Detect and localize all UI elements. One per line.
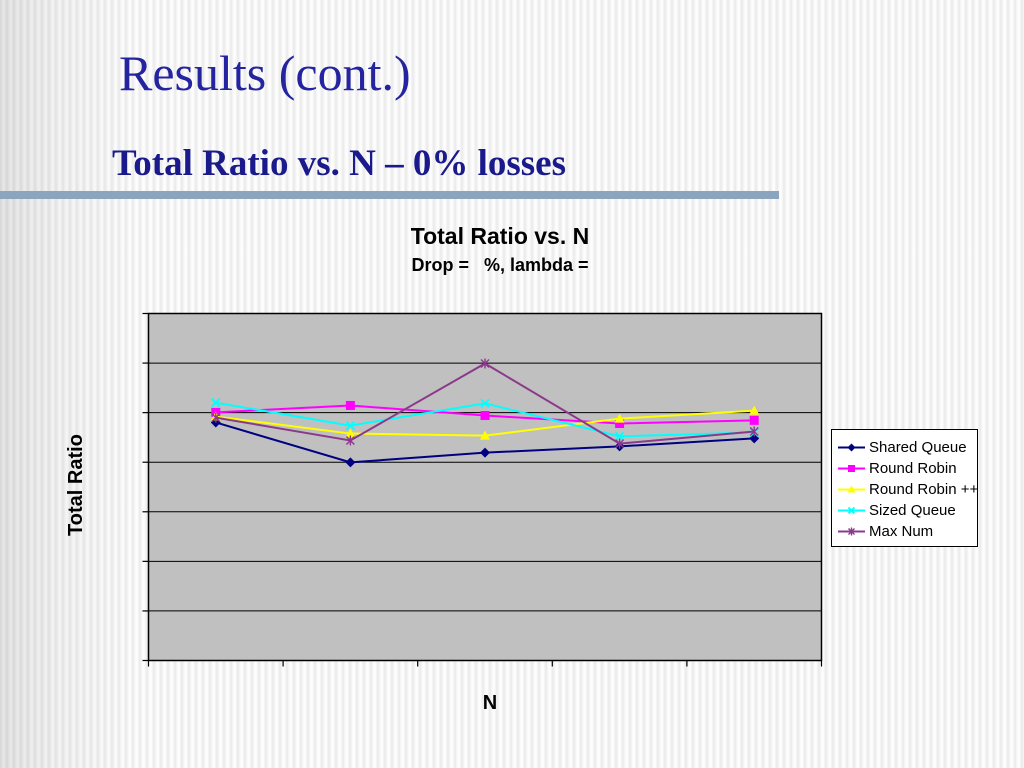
marker-square [615, 418, 625, 428]
marker-diamond [345, 457, 356, 468]
marker-triangle [847, 485, 856, 493]
marker-square [749, 415, 759, 425]
marker-square [345, 400, 355, 410]
marker-triangle [749, 405, 760, 415]
legend-swatch-diamond-icon [838, 443, 865, 452]
marker-diamond [847, 443, 856, 452]
marker-star [480, 358, 490, 369]
marker-x [480, 398, 490, 409]
marker-star [848, 527, 855, 536]
legend-label: Max Num [869, 523, 934, 540]
marker-diamond [749, 433, 760, 444]
legend-item: Round Robin [838, 458, 977, 479]
plot-area [147, 312, 823, 662]
chart-canvas [142, 312, 823, 667]
legend-item: Sized Queue [838, 500, 977, 521]
legend-item: Shared Queue [838, 437, 977, 458]
x-axis-title: N [482, 692, 498, 714]
marker-triangle [614, 413, 625, 423]
marker-triangle [345, 428, 356, 438]
divider-bar [0, 191, 779, 199]
marker-x [345, 420, 356, 431]
marker-star [615, 438, 625, 449]
slide-title: Results (cont.) [119, 45, 411, 101]
marker-star [749, 426, 759, 437]
marker-diamond [480, 447, 490, 458]
chart-legend: Shared Queue Round Robin Round Robin ++ Siz… [831, 429, 978, 547]
slide-subtitle: Total Ratio vs. N – 0% losses [112, 143, 566, 184]
legend-label: Round Robin [869, 460, 957, 477]
legend-label: Round Robin ++ [869, 481, 979, 498]
legend-swatch-square-icon [838, 465, 865, 472]
legend-swatch-star-icon [838, 527, 865, 536]
marker-square [848, 465, 855, 472]
y-axis-title: Total Ratio [65, 434, 87, 536]
legend-swatch-triangle-icon [838, 485, 865, 493]
chart-title: Total Ratio vs. N [410, 223, 590, 249]
legend-swatch-x-icon [838, 506, 865, 515]
legend-item: Max Num [838, 521, 977, 542]
marker-square [480, 411, 490, 421]
legend-item: Round Robin ++ [838, 479, 979, 500]
legend-label: Shared Queue [869, 439, 967, 456]
legend-label: Sized Queue [869, 502, 956, 519]
marker-x [614, 431, 625, 441]
chart-subtitle: Drop = %, lambda = [411, 255, 589, 275]
marker-x [847, 506, 856, 515]
marker-star [211, 412, 221, 423]
marker-star [345, 435, 355, 446]
marker-x [211, 398, 221, 408]
marker-triangle [480, 430, 490, 440]
